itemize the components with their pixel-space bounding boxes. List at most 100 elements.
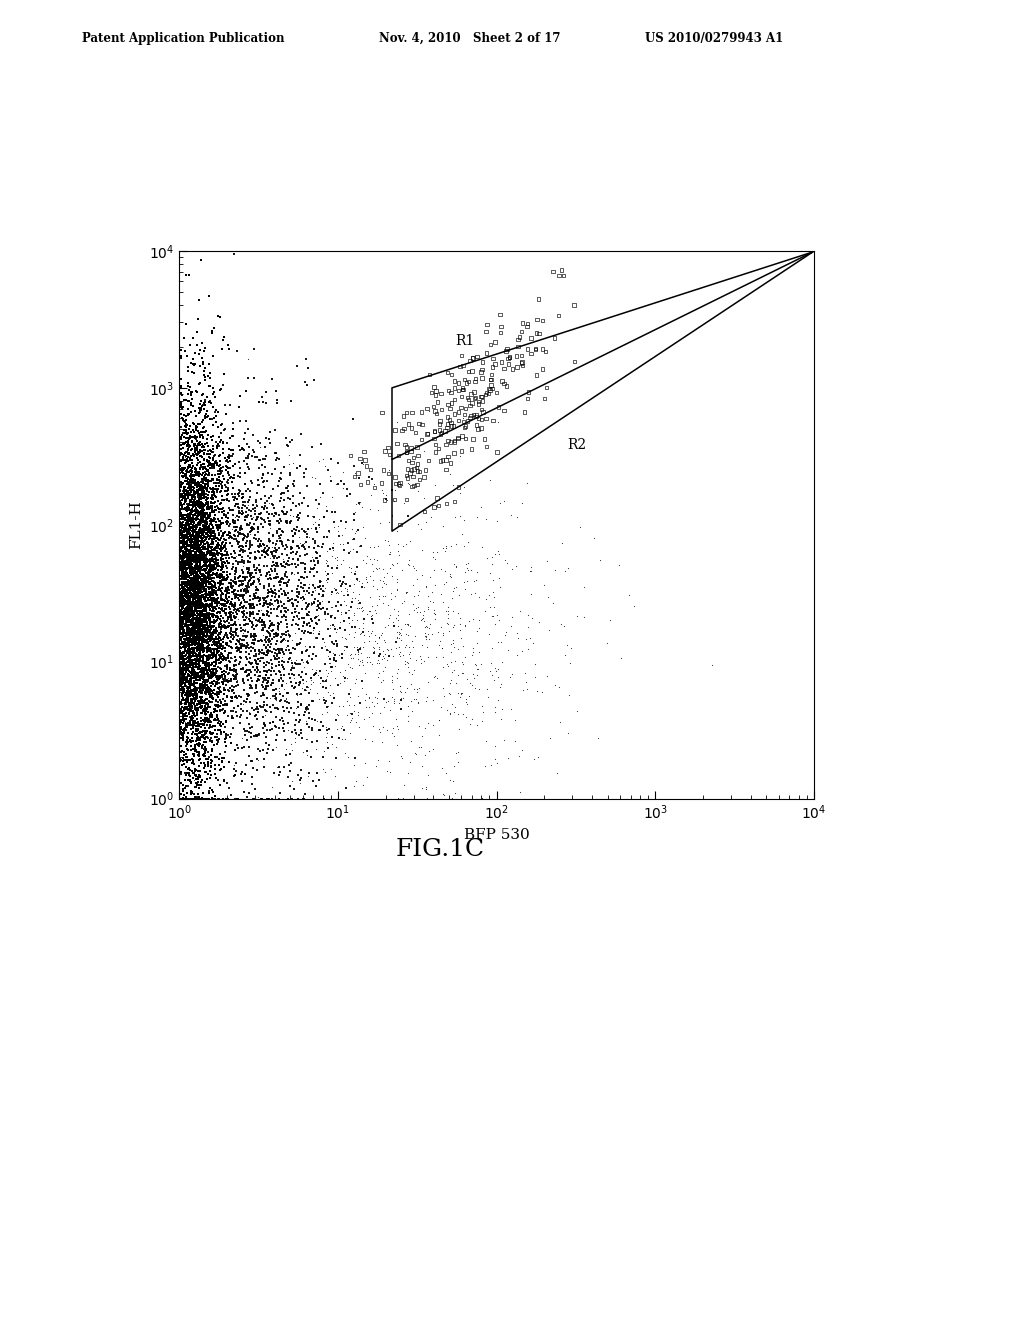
- Point: [198, 546, 214, 568]
- Point: [188, 562, 205, 583]
- Point: [259, 620, 275, 642]
- Point: [197, 692, 213, 713]
- Point: [240, 620, 256, 642]
- Point: [193, 249, 209, 271]
- Point: [171, 631, 187, 652]
- Point: [227, 568, 244, 589]
- Point: [194, 510, 210, 531]
- Point: [219, 512, 236, 533]
- Point: [171, 579, 187, 601]
- Point: [190, 639, 207, 660]
- Point: [282, 693, 298, 714]
- Point: [174, 644, 190, 665]
- Point: [290, 549, 306, 570]
- Point: [246, 700, 262, 721]
- Point: [171, 569, 187, 590]
- Point: [201, 681, 217, 702]
- Point: [194, 521, 210, 543]
- Point: [171, 788, 187, 809]
- Point: [339, 747, 355, 768]
- Point: [196, 640, 212, 661]
- Point: [293, 684, 309, 705]
- Point: [248, 577, 264, 598]
- Point: [242, 537, 258, 558]
- Point: [297, 553, 313, 574]
- Point: [217, 640, 233, 661]
- Point: [171, 655, 187, 676]
- Point: [205, 396, 221, 417]
- Point: [171, 541, 187, 562]
- Point: [185, 491, 202, 512]
- Point: [171, 725, 187, 746]
- Point: [191, 372, 208, 393]
- Point: [190, 482, 207, 503]
- Point: [177, 568, 194, 589]
- Point: [435, 647, 452, 668]
- Point: [226, 569, 243, 590]
- Point: [196, 665, 212, 686]
- Point: [176, 465, 193, 486]
- Point: [202, 504, 218, 525]
- Point: [420, 450, 436, 471]
- Point: [171, 657, 187, 678]
- Point: [218, 459, 234, 480]
- Point: [176, 577, 193, 598]
- Point: [188, 533, 205, 554]
- Point: [207, 564, 223, 585]
- Point: [338, 777, 354, 799]
- Point: [180, 586, 197, 607]
- Point: [171, 428, 187, 449]
- Point: [188, 615, 205, 636]
- Point: [217, 616, 233, 638]
- Point: [227, 579, 244, 601]
- Point: [233, 669, 250, 690]
- Point: [245, 638, 261, 659]
- Point: [215, 574, 231, 595]
- Point: [215, 440, 231, 461]
- Point: [171, 606, 187, 627]
- Point: [299, 744, 315, 766]
- Point: [214, 671, 230, 692]
- Point: [184, 579, 201, 601]
- Point: [221, 777, 238, 799]
- Point: [173, 582, 189, 603]
- Point: [261, 421, 278, 442]
- Point: [171, 400, 187, 421]
- Point: [335, 533, 351, 554]
- Point: [225, 788, 242, 809]
- Point: [329, 635, 345, 656]
- Point: [201, 541, 217, 562]
- Point: [401, 554, 418, 576]
- Point: [194, 690, 210, 711]
- Point: [248, 490, 264, 511]
- Point: [186, 520, 203, 541]
- Point: [188, 611, 205, 632]
- Point: [183, 661, 200, 682]
- Point: [171, 651, 187, 672]
- Point: [268, 678, 285, 700]
- Point: [204, 453, 220, 474]
- Point: [214, 594, 230, 615]
- Point: [188, 533, 205, 554]
- Point: [492, 676, 508, 697]
- Point: [232, 594, 249, 615]
- Point: [238, 380, 254, 401]
- Point: [252, 558, 268, 579]
- Point: [171, 627, 187, 648]
- Point: [186, 539, 203, 560]
- Point: [180, 455, 197, 477]
- Point: [171, 696, 187, 717]
- Point: [171, 631, 187, 652]
- Point: [171, 754, 187, 775]
- Point: [185, 684, 202, 705]
- Point: [193, 590, 209, 611]
- Point: [171, 587, 187, 609]
- Point: [299, 605, 315, 626]
- Point: [199, 557, 215, 578]
- Point: [177, 574, 194, 595]
- Point: [190, 535, 207, 556]
- Point: [187, 597, 204, 618]
- Point: [466, 381, 482, 403]
- Point: [195, 680, 211, 701]
- Point: [205, 426, 221, 447]
